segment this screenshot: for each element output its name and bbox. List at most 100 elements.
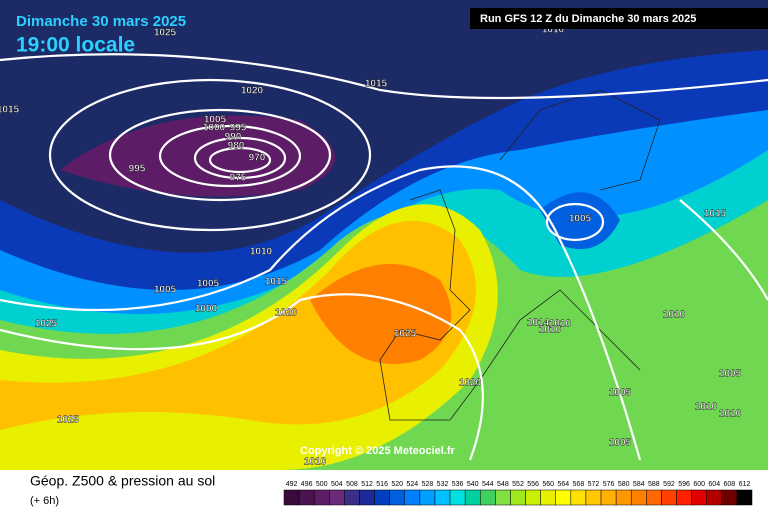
isobar-label: 990 xyxy=(225,132,242,143)
isobar-label: 1010 xyxy=(542,25,565,36)
colorbar-label: 516 xyxy=(376,481,388,488)
isobar-label: 1005 xyxy=(204,115,227,126)
colorbar-swatch xyxy=(570,489,587,506)
isobar-label: 1025 xyxy=(57,415,80,426)
isobar-label: 1010 xyxy=(304,457,327,468)
isobar-label: 1005 xyxy=(609,438,632,449)
colorbar-swatch xyxy=(434,489,451,506)
colorbar-label: 596 xyxy=(678,481,690,488)
colorbar-swatch xyxy=(706,489,723,506)
colorbar-label: 608 xyxy=(724,481,736,488)
isobar-label: 1020 xyxy=(241,86,264,97)
colorbar-label: 556 xyxy=(527,481,539,488)
isobar-label: 1025 xyxy=(35,319,58,330)
colorbar-swatch xyxy=(736,489,753,506)
isobars xyxy=(0,53,768,461)
colorbar-swatch xyxy=(359,489,375,506)
footer-title: Géop. Z500 & pression au sol xyxy=(30,473,215,489)
date-label: Dimanche 30 mars 2025 xyxy=(16,13,186,30)
colorbar-swatch xyxy=(615,489,632,506)
isobar-label: 1005 xyxy=(197,279,220,290)
colorbar-label: 592 xyxy=(663,481,675,488)
isobar-label: 1005 xyxy=(154,285,177,296)
isobar-label: 980 xyxy=(228,141,245,152)
colorbar-swatch xyxy=(600,489,617,506)
colorbar-swatch xyxy=(344,489,360,506)
colorbar-label: 568 xyxy=(573,481,585,488)
colorbar-label: 532 xyxy=(437,481,449,488)
colorbar-label: 588 xyxy=(648,481,660,488)
colorbar-label: 500 xyxy=(316,481,328,488)
colorbar-label: 496 xyxy=(301,481,313,488)
colorbar-swatch xyxy=(329,489,345,506)
colorbar-label: 524 xyxy=(406,481,418,488)
colorbar-swatch xyxy=(555,489,572,506)
colorbar-label: 560 xyxy=(542,481,554,488)
colorbar-swatch xyxy=(313,489,330,506)
colorbar-label: 528 xyxy=(422,481,434,488)
colorbar-label: 580 xyxy=(618,481,630,488)
colorbar-swatch xyxy=(661,489,677,506)
colorbar-label: 600 xyxy=(693,481,705,488)
colorbar-swatch xyxy=(298,489,315,506)
isobar-label: 1010 xyxy=(719,409,742,420)
colorbar-swatch xyxy=(419,489,436,506)
coastlines xyxy=(379,89,661,421)
colorbar-swatch xyxy=(691,489,707,506)
isobar-label: 1010 xyxy=(549,319,572,330)
isobar-label: 1010 xyxy=(250,247,273,258)
isobar-label: 1005 xyxy=(609,388,632,399)
colorbar-label: 604 xyxy=(708,481,720,488)
colorbar-label: 540 xyxy=(467,481,479,488)
colorbar-label: 564 xyxy=(557,481,569,488)
colorbar-label: 548 xyxy=(497,481,509,488)
colorbar-swatch xyxy=(495,489,511,506)
isobar-label: 1010 xyxy=(695,402,718,413)
footer-step: (+ 6h) xyxy=(30,495,59,507)
colorbar-label: 544 xyxy=(482,481,494,488)
colorbar-swatch xyxy=(721,489,738,506)
isobar-label: 1015 xyxy=(704,209,727,220)
colorbar-label: 536 xyxy=(452,481,464,488)
colorbar-label: 552 xyxy=(512,481,524,488)
isobar-label: 1005 xyxy=(719,369,742,380)
isobar-label: 995 xyxy=(129,164,146,175)
colorbar-swatch xyxy=(389,489,406,506)
colorbar-swatch xyxy=(630,489,647,506)
colorbar-label: 512 xyxy=(361,481,373,488)
colorbar-swatch xyxy=(464,489,481,506)
isobar-label: 1020 xyxy=(459,378,482,389)
run-box xyxy=(470,8,768,29)
colorbar-label: 492 xyxy=(286,481,298,488)
colorbar-label: 520 xyxy=(391,481,403,488)
isobar-label: 1010 xyxy=(539,325,562,336)
isobar-label: 1000 xyxy=(195,304,218,315)
colorbar-swatch xyxy=(585,489,602,506)
isobar-label: 1010 xyxy=(663,310,686,321)
run-label: Run GFS 12 Z du Dimanche 30 mars 2025 xyxy=(480,13,696,25)
colorbar-label: 504 xyxy=(331,481,343,488)
colorbar-swatch xyxy=(510,489,526,506)
isobar-label: 1005 xyxy=(569,214,592,225)
colorbar-swatch xyxy=(540,489,556,506)
colorbar-swatch xyxy=(676,489,692,506)
colorbar-label: 572 xyxy=(588,481,600,488)
isobar-label: 1015 xyxy=(365,79,388,90)
isobar-label: 995 xyxy=(230,123,247,134)
colorbar-label: 584 xyxy=(633,481,645,488)
isobar-label: 1025 xyxy=(394,329,417,340)
colorbar-swatch xyxy=(480,489,496,506)
isobar-label: 1015 xyxy=(265,277,288,288)
copyright: Copyright © 2025 Meteociel.fr xyxy=(300,445,456,457)
map-background xyxy=(0,0,768,470)
colorbar-label: 508 xyxy=(346,481,358,488)
colorbar-swatch xyxy=(525,489,541,506)
isobar-label: 970 xyxy=(249,153,266,164)
time-label: 19:00 locale xyxy=(16,34,135,57)
isobar-label: 1025 xyxy=(154,28,177,39)
isobar-label-layer: 1025101010201015101510051000995990980970… xyxy=(0,24,742,468)
colorbar-swatch xyxy=(374,489,390,506)
colorbar-swatch xyxy=(449,489,466,506)
colorbar-label: 612 xyxy=(739,481,751,488)
